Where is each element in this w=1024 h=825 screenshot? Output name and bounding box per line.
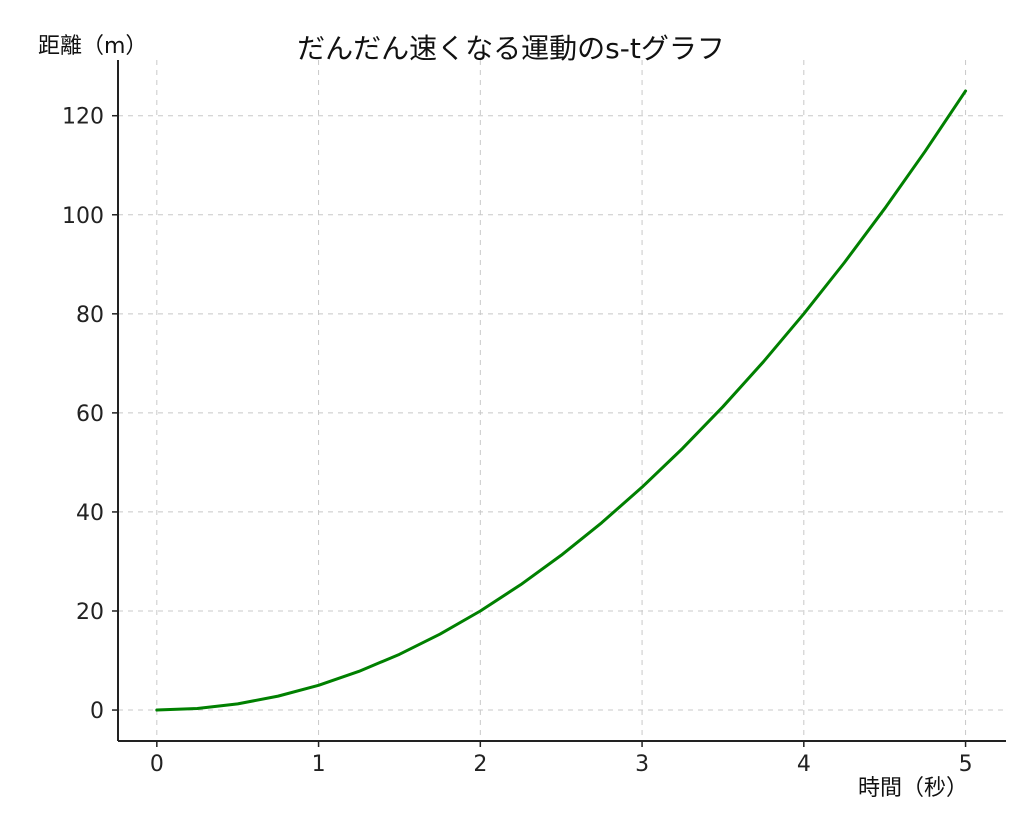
series-layer xyxy=(155,89,968,712)
axes-layer xyxy=(117,60,1006,742)
chart-title: だんだん速くなる運動のs-tグラフ xyxy=(297,32,725,65)
y-tick-label-120: 120 xyxy=(62,105,104,130)
y-tick-label-20: 20 xyxy=(76,600,104,625)
y-tick-label-40: 40 xyxy=(76,501,104,526)
x-tick-label-1: 1 xyxy=(312,752,326,777)
series-line-1 xyxy=(155,89,968,712)
x-axis-label: 時間（秒） xyxy=(858,776,968,801)
x-tick-label-0: 0 xyxy=(150,752,164,777)
y-tick-label-100: 100 xyxy=(62,204,104,229)
grid-layer xyxy=(118,60,1006,741)
x-tick-label-5: 5 xyxy=(959,752,973,777)
x-tick-label-4: 4 xyxy=(797,752,811,777)
x-tick-label-2: 2 xyxy=(473,752,487,777)
y-axis-label: 距離（m） xyxy=(38,34,147,59)
y-tick-label-80: 80 xyxy=(76,303,104,328)
ticks-layer: 0 1 2 3 4 5 0 20 40 60 80 100 120 xyxy=(62,105,973,777)
x-tick-label-3: 3 xyxy=(635,752,649,777)
y-tick-label-60: 60 xyxy=(76,402,104,427)
y-tick-label-0: 0 xyxy=(90,699,104,724)
